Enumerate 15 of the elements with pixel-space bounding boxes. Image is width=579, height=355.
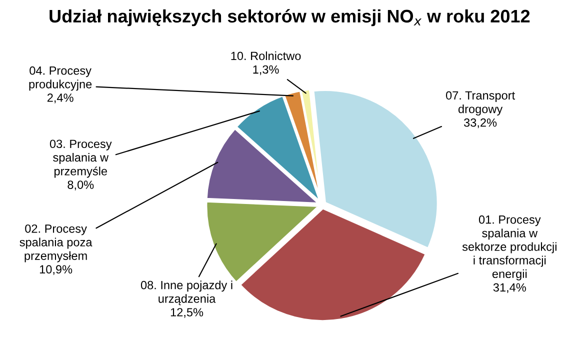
data-label: 1,3% [253,65,279,76]
slice-label: 08. Inne pojazdy i urządzenia [140,280,232,306]
slice-label: 03. Procesy spalania w przemyśle [50,140,112,178]
data-label: 8,0% [68,180,94,190]
chart-title: Udział największych sektorów w emisji NO$_{x}$ w roku 2012 [50,9,530,26]
slice-label: 10. Rolnictwo [231,51,301,60]
slice-label: 04. Procesy produkcyjne [29,66,92,91]
data-label: 33,2% [464,118,497,128]
slice-label: 01. Procesy spalania w sektorze produkcji i transformacji energii [462,215,556,280]
data-label: 2,4% [47,94,74,104]
data-label: 10,9% [40,265,72,275]
data-label: 12,5% [170,308,204,318]
data-label: 31,4% [493,283,526,294]
slice-label: 02. Procesy spalania poza przemysłem [20,224,92,262]
slice-label: 07. Transport drogowy [446,91,515,116]
